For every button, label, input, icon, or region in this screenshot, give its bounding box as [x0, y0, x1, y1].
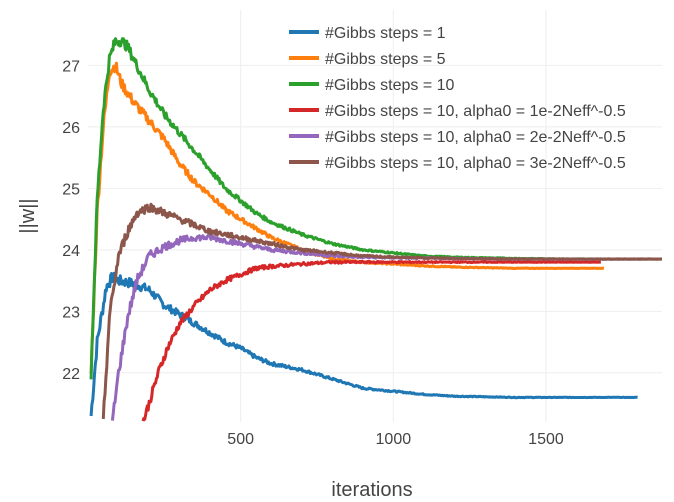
y-tick-label: 24 — [62, 243, 80, 260]
tick-labels: 500 1000 1500 22 23 24 25 26 27 — [62, 58, 564, 448]
y-axis-title: ||w|| — [17, 198, 39, 233]
x-tick-label: 500 — [227, 431, 254, 448]
y-tick-label: 22 — [62, 366, 80, 383]
x-tick-label: 1500 — [528, 431, 564, 448]
legend-label-6: #Gibbs steps = 10, alpha0 = 3e-2Neff^-0.… — [325, 155, 626, 172]
legend-label-1: #Gibbs steps = 1 — [325, 25, 446, 42]
legend-label-5: #Gibbs steps = 10, alpha0 = 2e-2Neff^-0.… — [325, 129, 626, 146]
series-line-6 — [101, 202, 662, 419]
legend: #Gibbs steps = 1 #Gibbs steps = 5 #Gibbs s… — [289, 25, 626, 172]
legend-label-3: #Gibbs steps = 10 — [325, 77, 455, 94]
legend-label-4: #Gibbs steps = 10, alpha0 = 1e-2Neff^-0.… — [325, 103, 626, 120]
y-tick-label: 27 — [62, 58, 80, 75]
series-line-4 — [141, 259, 602, 422]
y-tick-label: 23 — [62, 304, 80, 321]
x-axis-title: iterations — [331, 479, 412, 501]
series-line-1 — [89, 271, 639, 417]
x-tick-label: 1000 — [376, 431, 412, 448]
y-tick-label: 26 — [62, 120, 80, 137]
series-lines — [89, 37, 662, 422]
y-tick-label: 25 — [62, 181, 80, 198]
legend-label-2: #Gibbs steps = 5 — [325, 51, 446, 68]
